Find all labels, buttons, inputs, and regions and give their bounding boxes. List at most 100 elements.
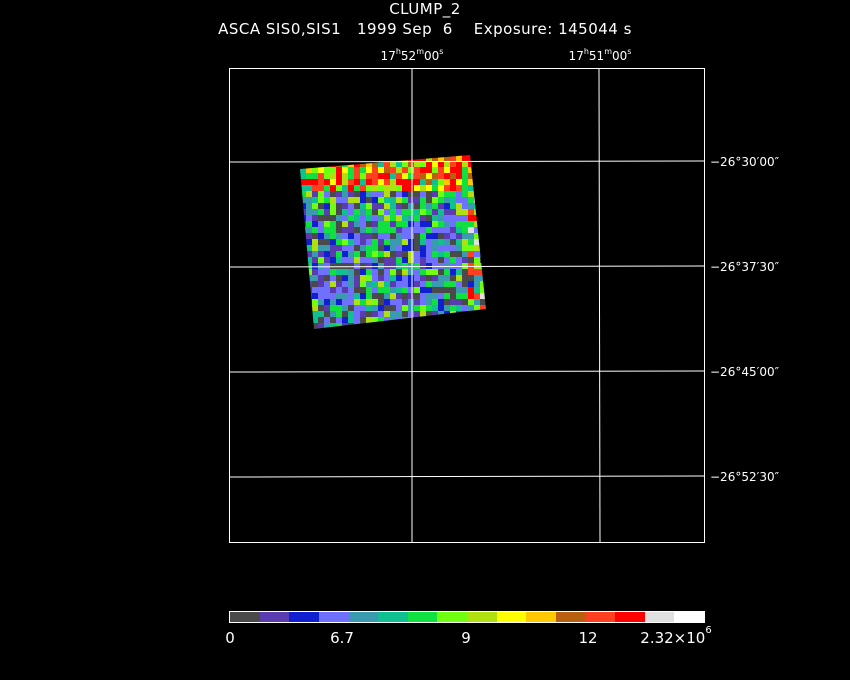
image-pixel: [426, 215, 432, 221]
image-pixel: [462, 239, 468, 245]
image-pixel: [390, 221, 396, 227]
image-pixel: [294, 197, 300, 203]
image-pixel: [390, 263, 396, 269]
image-pixel: [300, 293, 306, 299]
image-pixel: [426, 179, 432, 185]
image-pixel: [396, 275, 402, 281]
image-pixel: [420, 179, 426, 185]
image-pixel: [432, 161, 438, 167]
image-pixel: [360, 239, 366, 245]
image-pixel: [402, 203, 408, 209]
image-pixel: [456, 293, 462, 299]
image-pixel: [426, 149, 432, 155]
image-pixel: [324, 203, 330, 209]
image-pixel: [468, 245, 474, 251]
image-pixel: [486, 311, 492, 317]
image-pixel: [450, 299, 456, 305]
image-pixel: [318, 167, 324, 173]
image-pixel: [420, 203, 426, 209]
image-pixel: [408, 155, 414, 161]
image-pixel: [294, 239, 300, 245]
image-pixel: [372, 293, 378, 299]
image-pixel: [318, 233, 324, 239]
image-pixel: [402, 281, 408, 287]
image-pixel: [414, 263, 420, 269]
image-pixel: [462, 191, 468, 197]
image-pixel: [432, 275, 438, 281]
image-pixel: [462, 179, 468, 185]
image-pixel: [360, 245, 366, 251]
image-pixel: [462, 155, 468, 161]
image-pixel: [324, 227, 330, 233]
image-pixel: [384, 311, 390, 317]
image-pixel: [390, 245, 396, 251]
image-pixel: [480, 251, 486, 257]
image-pixel: [486, 221, 492, 227]
sky-image-frame[interactable]: [229, 68, 705, 543]
image-pixel: [336, 323, 342, 329]
image-pixel: [414, 269, 420, 275]
image-pixel: [408, 299, 414, 305]
image-pixel: [342, 287, 348, 293]
image-pixel: [342, 269, 348, 275]
image-pixel: [432, 269, 438, 275]
image-pixel: [384, 281, 390, 287]
image-pixel: [312, 263, 318, 269]
image-pixel: [306, 191, 312, 197]
image-pixel: [342, 179, 348, 185]
image-pixel: [408, 179, 414, 185]
image-pixel: [444, 329, 450, 335]
image-pixel: [378, 245, 384, 251]
image-pixel: [372, 149, 378, 155]
image-pixel: [330, 293, 336, 299]
image-pixel: [396, 311, 402, 317]
image-pixel: [324, 293, 330, 299]
image-pixel: [444, 311, 450, 317]
image-pixel: [480, 197, 486, 203]
image-pixel: [342, 173, 348, 179]
image-pixel: [342, 149, 348, 155]
image-pixel: [324, 305, 330, 311]
image-pixel: [462, 281, 468, 287]
image-pixel: [414, 287, 420, 293]
image-pixel: [486, 239, 492, 245]
image-pixel: [348, 233, 354, 239]
image-pixel: [324, 149, 330, 155]
image-pixel: [486, 275, 492, 281]
image-pixel: [378, 161, 384, 167]
image-pixel: [318, 149, 324, 155]
image-pixel: [360, 275, 366, 281]
image-pixel: [390, 173, 396, 179]
image-pixel: [336, 311, 342, 317]
image-pixel: [384, 179, 390, 185]
image-pixel: [486, 215, 492, 221]
image-pixel: [366, 263, 372, 269]
image-pixel: [450, 275, 456, 281]
image-pixel: [372, 185, 378, 191]
image-pixel: [306, 185, 312, 191]
image-pixel: [336, 287, 342, 293]
image-pixel: [330, 269, 336, 275]
image-pixel: [300, 173, 306, 179]
image-pixel: [306, 263, 312, 269]
image-pixel: [402, 227, 408, 233]
image-pixel: [486, 149, 492, 155]
image-pixel: [396, 185, 402, 191]
image-pixel: [384, 317, 390, 323]
image-pixel: [444, 161, 450, 167]
image-pixel: [330, 167, 336, 173]
image-pixel: [396, 221, 402, 227]
image-pixel: [438, 293, 444, 299]
image-pixel: [378, 257, 384, 263]
image-pixel: [324, 275, 330, 281]
image-pixel: [312, 221, 318, 227]
image-pixel: [330, 191, 336, 197]
image-pixel: [330, 215, 336, 221]
image-pixel: [402, 293, 408, 299]
image-pixel: [366, 149, 372, 155]
image-pixel: [336, 317, 342, 323]
color-scale-swatch-2: [289, 612, 319, 622]
image-pixel: [462, 317, 468, 323]
image-pixel: [342, 263, 348, 269]
image-pixel: [390, 197, 396, 203]
